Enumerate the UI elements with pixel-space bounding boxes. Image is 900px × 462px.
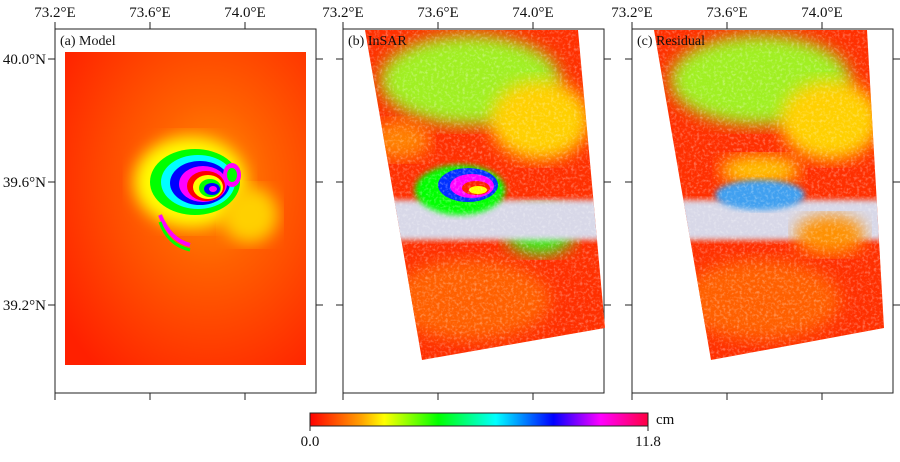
lon-tick-label: 74.0°E bbox=[224, 5, 265, 21]
lon-tick-label: 74.0°E bbox=[512, 5, 553, 21]
lon-tick-label: 73.6°E bbox=[417, 5, 458, 21]
lon-tick-label: 73.2°E bbox=[611, 5, 652, 21]
lon-tick-label: 73.6°E bbox=[129, 5, 170, 21]
colorbar-min-label: 0.0 bbox=[301, 434, 320, 450]
lon-tick-label: 74.0°E bbox=[801, 5, 842, 21]
lat-tick-label: 40.0°N bbox=[3, 52, 46, 68]
panel-c: (c) Residual bbox=[631, 28, 894, 394]
panel-a-label: (a) Model bbox=[60, 34, 116, 49]
lon-tick-label: 73.2°E bbox=[322, 5, 363, 21]
lon-tick-label: 73.2°E bbox=[34, 5, 75, 21]
colorbar: cm 0.0 11.8 bbox=[301, 412, 675, 450]
panel-c-label: (c) Residual bbox=[637, 34, 705, 49]
panel-b-label: (b) InSAR bbox=[348, 34, 407, 49]
lat-tick-labels: 40.0°N 39.6°N 39.2°N bbox=[3, 52, 46, 314]
panel-b: (b) InSAR bbox=[342, 28, 605, 394]
insar-raster bbox=[365, 30, 605, 360]
lat-tick-label: 39.2°N bbox=[3, 298, 46, 314]
lon-tick-label: 73.6°E bbox=[706, 5, 747, 21]
panel-a: (a) Model bbox=[54, 28, 317, 394]
lon-tick-labels: 73.2°E 73.6°E 74.0°E 73.2°E 73.6°E 74.0°… bbox=[34, 5, 842, 21]
ticks bbox=[48, 22, 900, 400]
residual-raster bbox=[654, 30, 884, 360]
colorbar-unit: cm bbox=[656, 412, 675, 428]
model-fringes bbox=[134, 137, 278, 252]
colorbar-max-label: 11.8 bbox=[635, 434, 661, 450]
colorbar-gradient bbox=[309, 412, 649, 427]
lat-tick-label: 39.6°N bbox=[3, 175, 46, 191]
